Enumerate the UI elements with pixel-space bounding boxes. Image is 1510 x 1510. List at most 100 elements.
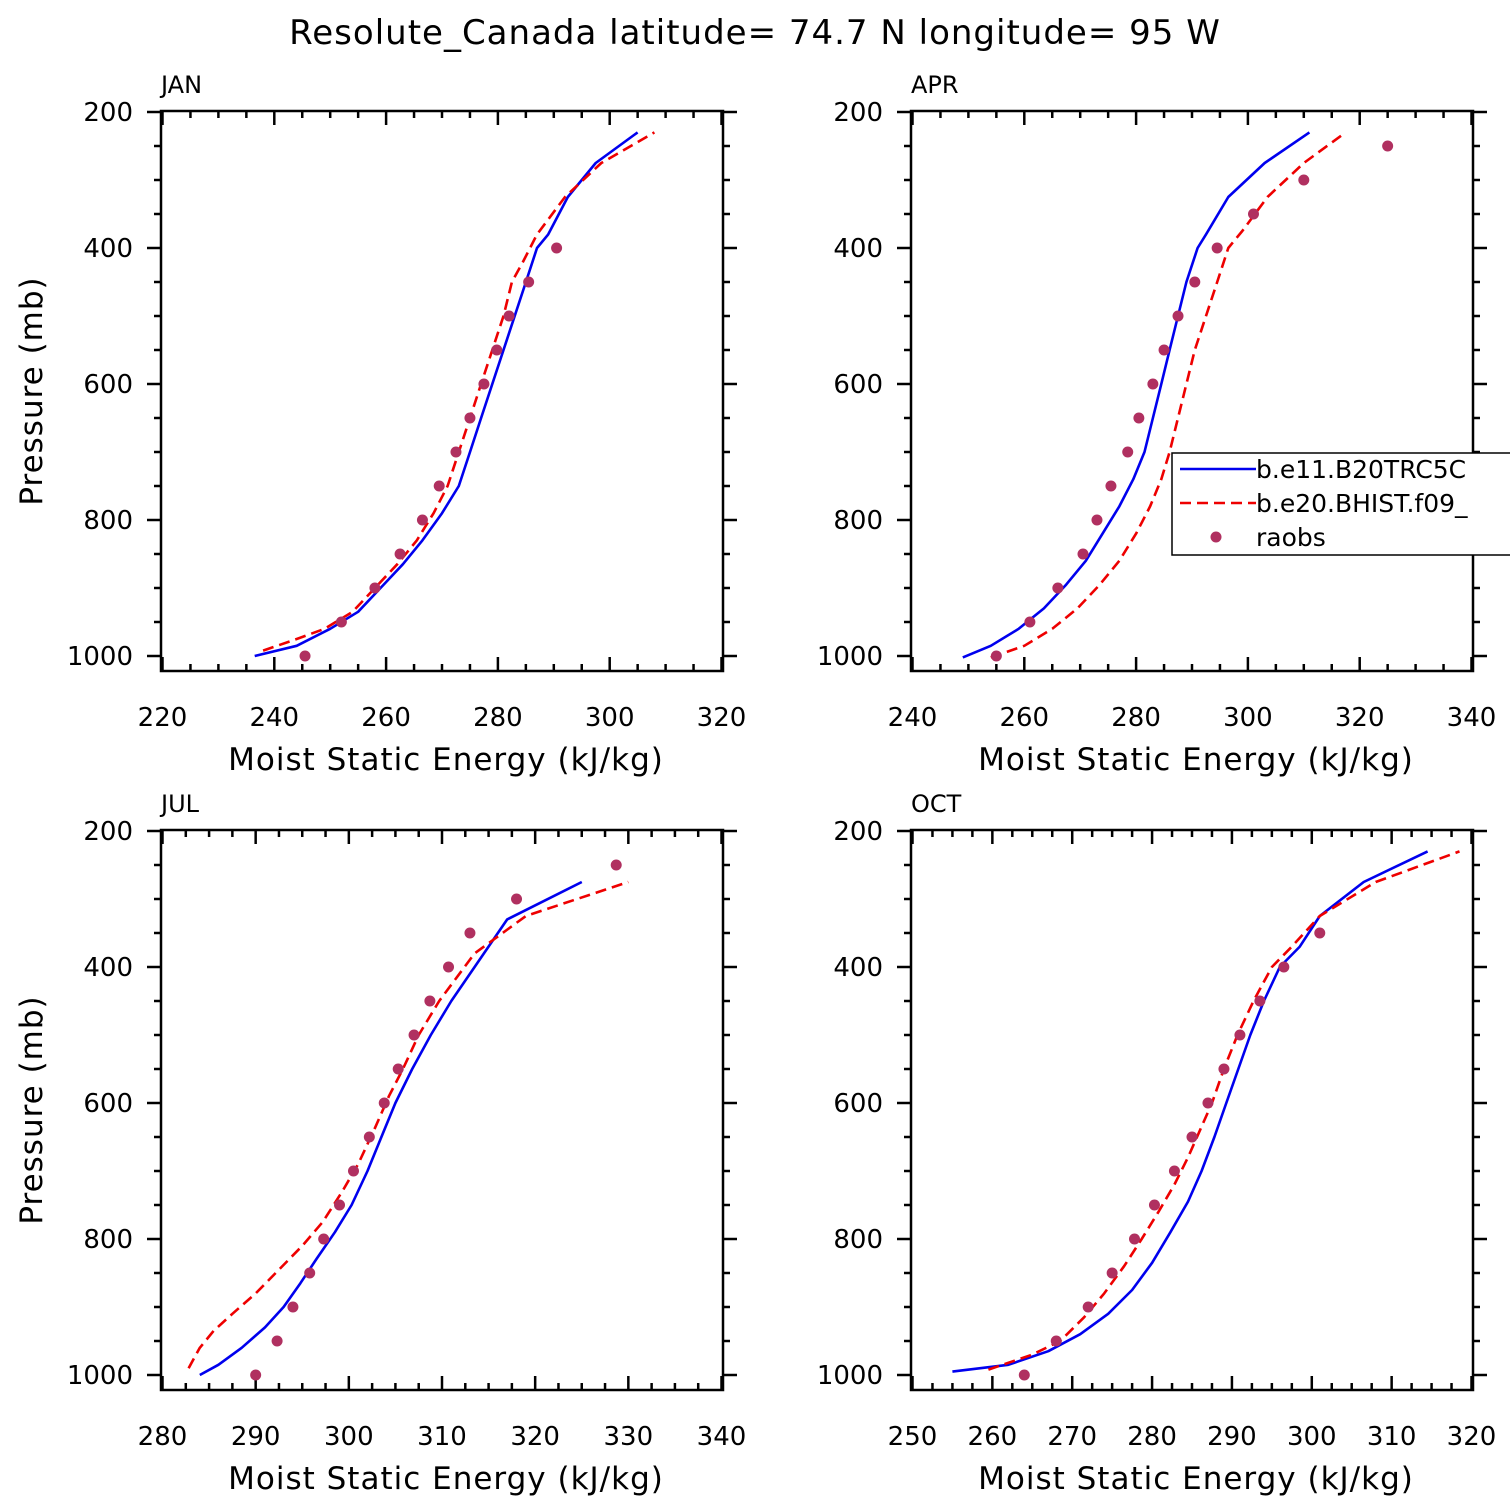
panel-oct: OCT 250 260 270 280 290 300 310 320 200 400 600 800 1… <box>817 790 1496 1497</box>
x-tick-label: 320 <box>1447 1422 1497 1452</box>
raobs-point <box>478 378 490 390</box>
y-tick-label: 600 <box>83 370 133 400</box>
x-tick-label: 240 <box>249 703 299 733</box>
raobs-point <box>1105 480 1117 492</box>
raobs-point <box>450 446 462 458</box>
raobs-point <box>1211 242 1223 254</box>
raobs-point <box>1050 1335 1062 1347</box>
plot-frame <box>159 109 725 673</box>
legend: b.e11.B20TRC5C b.e20.BHIST.f09_raobs <box>1171 452 1510 556</box>
raobs-point <box>1018 1369 1030 1381</box>
x-tick-label: 330 <box>604 1422 654 1452</box>
raobs-point <box>1186 1131 1198 1143</box>
y-tick-label: 400 <box>83 234 133 264</box>
raobs-point <box>1091 514 1103 526</box>
raobs-point <box>1189 276 1201 288</box>
y-tick-label: 400 <box>83 953 133 983</box>
legend-label: b.e20.BHIST.f09_ <box>1256 489 1468 518</box>
y-tick-label: 1000 <box>67 1361 133 1391</box>
raobs-point <box>1122 446 1134 458</box>
x-tick-label: 320 <box>510 1422 560 1452</box>
raobs-point <box>1129 1233 1141 1245</box>
raobs-point <box>1254 995 1266 1007</box>
y-tick-label: 1000 <box>817 642 883 672</box>
y-tick-label: 400 <box>833 234 883 264</box>
y-tick-label: 200 <box>833 98 883 128</box>
x-axis-title: Moist Static Energy (kJ/kg) <box>228 742 664 778</box>
raobs-point <box>1278 961 1290 973</box>
panel-jan: JAN 220 240 260 280 300 320 200 400 600 800 1000 Moi… <box>14 71 746 778</box>
x-tick-label: 320 <box>697 703 747 733</box>
series-line-b-e20 <box>187 880 629 1369</box>
raobs-point <box>394 548 406 560</box>
series-line-b-e11 <box>254 131 639 658</box>
raobs-point <box>416 514 428 526</box>
x-tick-label: 300 <box>324 1422 374 1452</box>
raobs-point <box>1382 140 1394 152</box>
raobs-point <box>363 1131 375 1143</box>
x-tick-label: 320 <box>1335 703 1385 733</box>
figure-title: Resolute_Canada latitude= 74.7 N longitu… <box>289 13 1221 53</box>
raobs-point <box>464 927 476 939</box>
y-tick-label: 400 <box>833 953 883 983</box>
x-tick-label: 220 <box>138 703 188 733</box>
x-tick-label: 260 <box>968 1422 1018 1452</box>
plot-frame <box>909 828 1475 1392</box>
raobs-point <box>1077 548 1089 560</box>
raobs-point <box>1147 378 1159 390</box>
y-axis-title: Pressure (mb) <box>14 995 50 1224</box>
raobs-point <box>1172 310 1184 322</box>
x-axis-title: Moist Static Energy (kJ/kg) <box>228 1461 664 1497</box>
y-tick-label: 600 <box>833 1089 883 1119</box>
y-tick-label: 200 <box>83 98 133 128</box>
x-tick-label: 260 <box>361 703 411 733</box>
panel-title: APR <box>911 71 959 99</box>
raobs-point <box>1202 1097 1214 1109</box>
raobs-point <box>318 1233 330 1245</box>
y-tick-label: 800 <box>83 506 133 536</box>
raobs-point <box>1148 1199 1160 1211</box>
y-tick-label: 600 <box>833 370 883 400</box>
x-axis-title: Moist Static Energy (kJ/kg) <box>978 1461 1414 1497</box>
plot-frame <box>159 828 725 1392</box>
plot-frame <box>909 109 1475 673</box>
x-tick-label: 290 <box>1207 1422 1257 1452</box>
series-line-b-e20 <box>987 850 1460 1371</box>
x-tick-label: 300 <box>1223 703 1273 733</box>
panel-title: OCT <box>911 790 962 818</box>
raobs-point <box>1158 344 1170 356</box>
y-tick-label: 800 <box>833 506 883 536</box>
series-line-b-e20 <box>262 131 656 652</box>
panel-title: JUL <box>159 790 200 818</box>
raobs-point <box>511 893 523 905</box>
raobs-point <box>335 616 347 628</box>
raobs-point <box>1082 1301 1094 1313</box>
raobs-point <box>443 961 455 973</box>
series-line-b-e11 <box>199 880 583 1377</box>
raobs-point <box>610 859 622 871</box>
series-line-b-e11 <box>962 131 1311 659</box>
raobs-point <box>1168 1165 1180 1177</box>
raobs-point <box>1052 582 1064 594</box>
x-tick-label: 280 <box>1127 1422 1177 1452</box>
raobs-point <box>1133 412 1145 424</box>
y-tick-label: 1000 <box>67 642 133 672</box>
raobs-point <box>1234 1029 1246 1041</box>
y-axis-title: Pressure (mb) <box>14 276 50 505</box>
raobs-point <box>250 1369 262 1381</box>
x-tick-label: 260 <box>999 703 1049 733</box>
raobs-point <box>1024 616 1036 628</box>
raobs-point <box>378 1097 390 1109</box>
legend-swatch-dot <box>1210 531 1222 543</box>
raobs-point <box>304 1267 316 1279</box>
panels-container: JAN 220 240 260 280 300 320 200 400 600 800 1000 Moi… <box>14 71 1496 1497</box>
x-tick-label: 250 <box>888 1422 938 1452</box>
raobs-point <box>1218 1063 1230 1075</box>
x-tick-label: 310 <box>1367 1422 1417 1452</box>
x-axis-title: Moist Static Energy (kJ/kg) <box>978 742 1414 778</box>
raobs-point <box>551 242 563 254</box>
raobs-point <box>1298 174 1310 186</box>
y-tick-label: 600 <box>83 1089 133 1119</box>
panel-apr: APR 240 260 280 300 320 340 200 400 600 800 1000 Moi… <box>817 71 1496 778</box>
